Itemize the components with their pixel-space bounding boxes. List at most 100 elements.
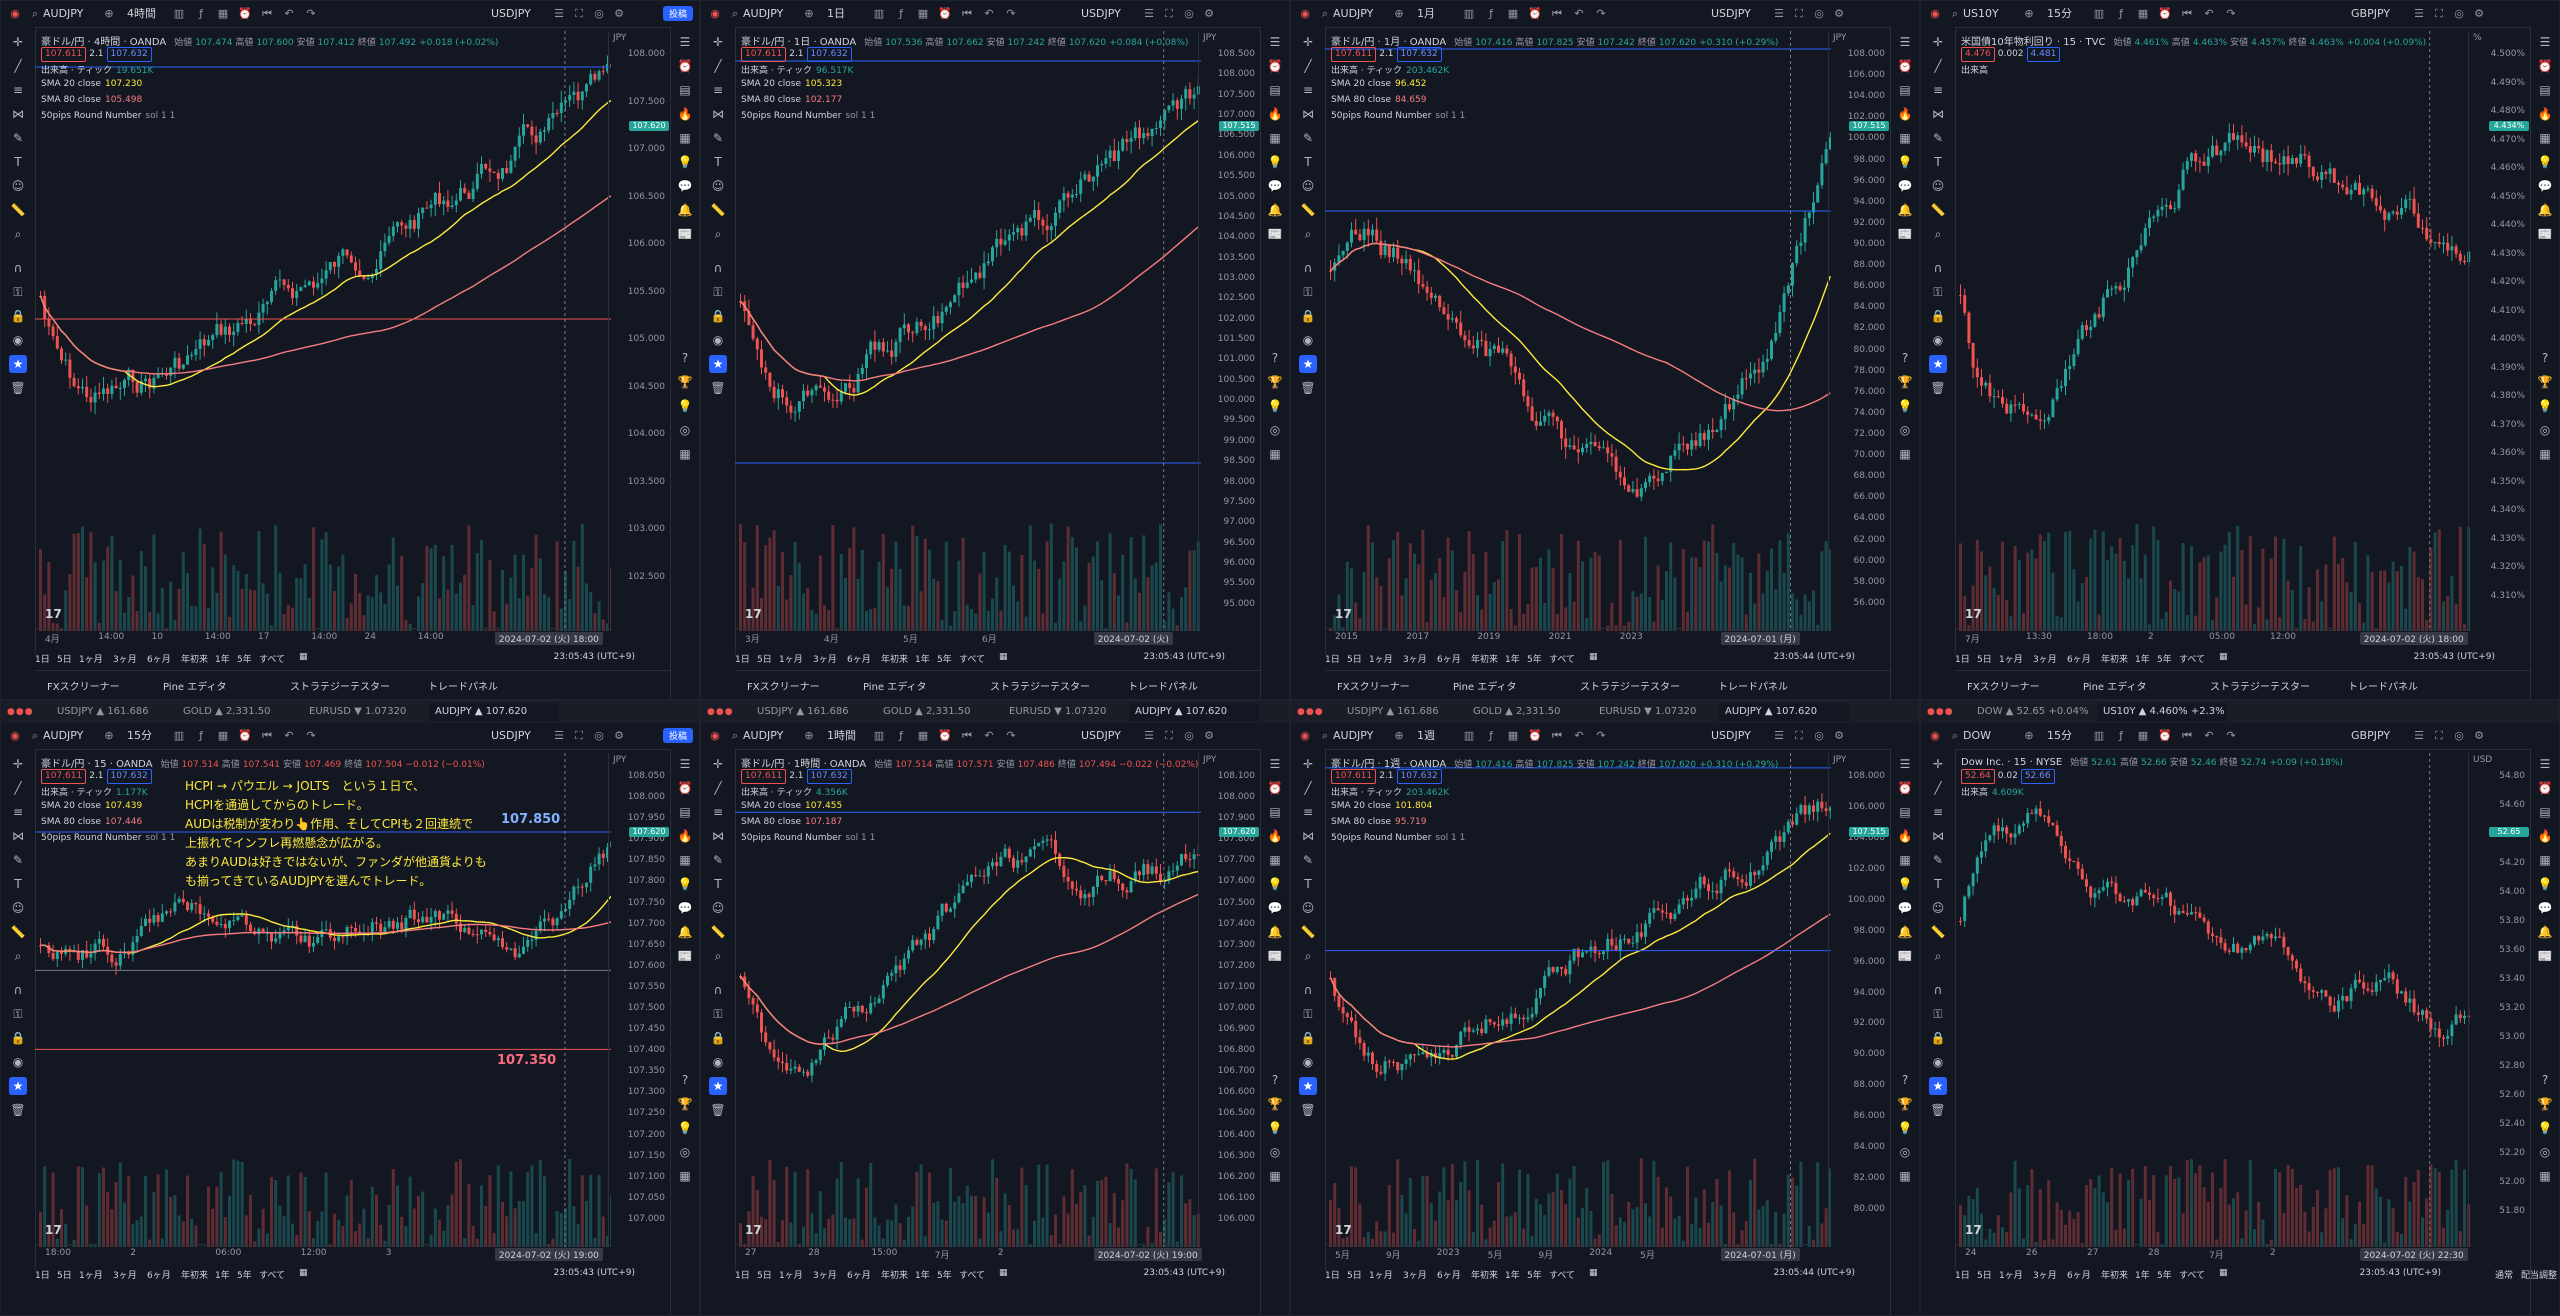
brush-icon[interactable]: ✎ xyxy=(12,131,24,145)
crosshair-icon[interactable]: ✛ xyxy=(712,757,724,771)
notification-icon[interactable]: 🔔 xyxy=(1897,203,1913,217)
undo-icon[interactable]: ↶ xyxy=(284,7,294,20)
hotlist-icon[interactable]: 🔥 xyxy=(1897,829,1913,843)
bottom-tab[interactable]: ストラテジーテスター xyxy=(290,682,390,693)
price-axis[interactable]: % 4.500% 4.490% 4.480% 4.470% 4.460% 4.450% 4.4… xyxy=(2468,31,2531,629)
redo-icon[interactable]: ↷ xyxy=(306,7,316,20)
lock-icon[interactable]: 🔒 xyxy=(1930,309,1946,323)
settings-icon[interactable]: ☰ xyxy=(2414,729,2424,742)
chat-icon[interactable]: 💬 xyxy=(677,901,693,915)
hotlist-icon[interactable]: 🔥 xyxy=(1897,107,1913,121)
calendar-icon[interactable]: ▦ xyxy=(1899,853,1911,867)
candlestick-chart[interactable] xyxy=(35,753,611,1247)
avatar-icon[interactable]: ◉ xyxy=(10,7,20,20)
volume-indicator[interactable]: 出来高 · ティック 1.177K xyxy=(41,785,148,798)
browser-tab[interactable]: GOLD ▲ 2,331.50 xyxy=(1473,706,1561,717)
settings-icon[interactable]: ☰ xyxy=(1774,7,1784,20)
range-button[interactable]: 3ヶ月 xyxy=(1403,1271,1427,1281)
chart-legend[interactable]: 豪ドル/円 · 1時間 · OANDA 始値 107.514 高値 107.571 安値 1… xyxy=(741,755,1201,770)
trophy-icon[interactable]: 🏆 xyxy=(1897,1097,1913,1111)
lock-icon[interactable]: 🔒 xyxy=(1300,1031,1316,1045)
gear-icon[interactable]: ⚙ xyxy=(1204,729,1214,742)
favorite-tools-icon[interactable]: ★ xyxy=(1299,1077,1317,1095)
ideas-icon[interactable]: 💡 xyxy=(677,877,693,891)
watchlist-icon[interactable]: ☰ xyxy=(1269,35,1281,49)
sell-button[interactable]: 4.476 xyxy=(1961,47,1995,62)
eye-icon[interactable]: ◉ xyxy=(712,1055,724,1069)
range-button[interactable]: 5年 xyxy=(937,1271,952,1281)
tradingview-logo[interactable]: 17 xyxy=(1335,1223,1352,1237)
indicators-icon[interactable]: ƒ xyxy=(199,729,203,742)
help-icon[interactable]: ? xyxy=(1271,351,1279,365)
range-button[interactable]: 1ヶ月 xyxy=(1999,655,2023,665)
redo-icon[interactable]: ↷ xyxy=(1596,7,1606,20)
alerts-icon[interactable]: ⏰ xyxy=(1267,781,1283,795)
data-window-icon[interactable]: ▤ xyxy=(1899,805,1911,819)
grid-icon[interactable]: ▦ xyxy=(679,447,691,461)
broadcast-icon[interactable]: ◎ xyxy=(679,423,691,437)
range-button[interactable]: 5日 xyxy=(1347,655,1362,665)
sma80-indicator[interactable]: SMA 80 close 107.187 xyxy=(741,817,842,827)
clock-timezone[interactable]: 23:05:43 (UTC+9) xyxy=(553,652,635,662)
fullscreen-icon[interactable]: ⛶ xyxy=(2435,7,2443,20)
broadcast-icon[interactable]: ◎ xyxy=(2539,423,2551,437)
grid-icon[interactable]: ▦ xyxy=(679,1169,691,1183)
bottom-tab[interactable]: ストラテジーテスター xyxy=(2210,682,2310,693)
notification-icon[interactable]: 🔔 xyxy=(677,203,693,217)
buy-button[interactable]: 107.632 xyxy=(1396,47,1442,62)
undo-icon[interactable]: ↶ xyxy=(2204,729,2214,742)
grid-icon[interactable]: ▦ xyxy=(2539,1169,2551,1183)
help-icon[interactable]: ? xyxy=(681,1073,689,1087)
brush-icon[interactable]: ✎ xyxy=(12,853,24,867)
settings-icon[interactable]: ☰ xyxy=(2414,7,2424,20)
candle-type-icon[interactable]: ▥ xyxy=(1463,729,1475,742)
grid-icon[interactable]: ▦ xyxy=(1899,447,1911,461)
lightbulb-icon[interactable]: 💡 xyxy=(677,1121,693,1135)
buy-sell-panel[interactable]: 4.476 0.002 4.481 xyxy=(1961,47,2061,62)
crosshair-icon[interactable]: ✛ xyxy=(12,757,24,771)
text-icon[interactable]: T xyxy=(1304,877,1312,891)
publish-button[interactable]: 投稿 xyxy=(662,728,693,743)
alerts-icon[interactable]: ⏰ xyxy=(677,59,693,73)
range-button[interactable]: 5年 xyxy=(2157,1271,2172,1281)
buy-sell-panel[interactable]: 107.611 2.1 107.632 xyxy=(41,769,152,784)
chat-icon[interactable]: 💬 xyxy=(1267,179,1283,193)
emoji-icon[interactable]: ☺ xyxy=(711,179,725,193)
trash-icon[interactable]: 🗑 xyxy=(10,1103,26,1117)
tradingview-logo[interactable]: 17 xyxy=(1335,607,1352,621)
indicators-icon[interactable]: ƒ xyxy=(899,7,903,20)
range-button[interactable]: 1ヶ月 xyxy=(779,655,803,665)
notification-icon[interactable]: 🔔 xyxy=(2537,925,2553,939)
price-plot[interactable] xyxy=(35,31,611,631)
indicators-icon[interactable]: ƒ xyxy=(1489,729,1493,742)
range-button[interactable]: 年初来 xyxy=(1471,655,1499,665)
trash-icon[interactable]: 🗑 xyxy=(1300,381,1316,395)
lock-icon[interactable]: 🔒 xyxy=(710,309,726,323)
range-button[interactable]: 5年 xyxy=(1527,655,1542,665)
sma20-indicator[interactable]: SMA 20 close 101.804 xyxy=(1331,801,1432,811)
settings-icon[interactable]: ☰ xyxy=(554,729,564,742)
undo-icon[interactable]: ↶ xyxy=(1574,7,1584,20)
compare-symbol-button[interactable]: USDJPY xyxy=(1711,7,1751,20)
pattern-icon[interactable]: ⋈ xyxy=(712,829,724,843)
buy-sell-panel[interactable]: 107.611 2.1 107.632 xyxy=(41,47,152,62)
watchlist-icon[interactable]: ☰ xyxy=(679,757,691,771)
trendline-icon[interactable]: ╱ xyxy=(1304,781,1312,795)
favorite-tools-icon[interactable]: ★ xyxy=(709,1077,727,1095)
bottom-tab[interactable]: トレードパネル xyxy=(1718,682,1788,693)
range-button[interactable]: 5日 xyxy=(57,1271,72,1281)
candle-type-icon[interactable]: ▥ xyxy=(873,729,885,742)
help-icon[interactable]: ? xyxy=(1271,1073,1279,1087)
zoom-icon[interactable]: ⌕ xyxy=(1934,949,1942,963)
trophy-icon[interactable]: 🏆 xyxy=(1897,375,1913,389)
currency-label[interactable]: JPY xyxy=(1833,33,1847,43)
emoji-icon[interactable]: ☺ xyxy=(1301,179,1315,193)
favorite-tools-icon[interactable]: ★ xyxy=(1929,355,1947,373)
interval-button[interactable]: 1時間 xyxy=(827,729,856,742)
indicators-icon[interactable]: ƒ xyxy=(2119,7,2123,20)
notification-icon[interactable]: 🔔 xyxy=(1267,203,1283,217)
price-plot[interactable] xyxy=(735,753,1201,1247)
candle-type-icon[interactable]: ▥ xyxy=(173,7,185,20)
candle-type-icon[interactable]: ▥ xyxy=(1463,7,1475,20)
pattern-icon[interactable]: ⋈ xyxy=(1302,107,1314,121)
